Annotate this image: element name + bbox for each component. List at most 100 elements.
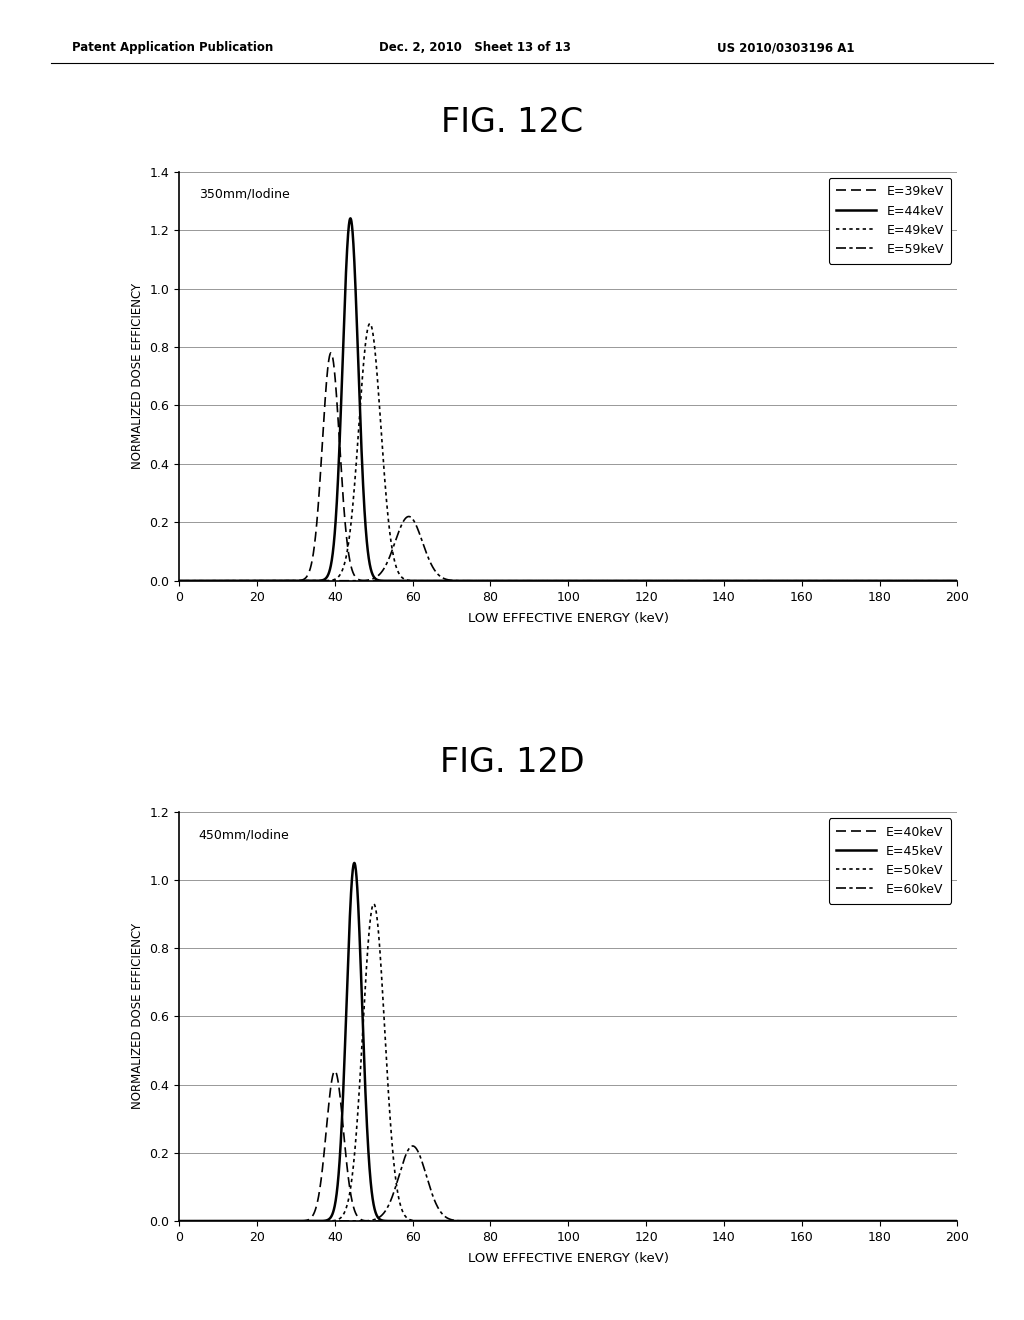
Line: E=50keV: E=50keV — [179, 904, 957, 1221]
E=59keV — [543, 573, 555, 589]
Y-axis label: NORMALIZED DOSE EFFICIENCY: NORMALIZED DOSE EFFICIENCY — [131, 282, 144, 470]
Line: E=40keV: E=40keV — [179, 1071, 957, 1221]
E=60keV — [500, 1213, 512, 1229]
E=44keV — [928, 573, 940, 589]
E=45keV — [889, 1213, 901, 1229]
Text: 450mm/Iodine: 450mm/Iodine — [199, 828, 290, 841]
E=39keV — [500, 573, 512, 589]
E=50keV — [788, 1213, 801, 1229]
E=44keV — [645, 573, 657, 589]
E=44keV — [344, 210, 356, 226]
E=60keV — [932, 1213, 944, 1229]
E=39keV — [951, 573, 964, 589]
E=49keV — [507, 573, 519, 589]
Line: E=49keV: E=49keV — [179, 323, 957, 581]
E=49keV — [951, 573, 964, 589]
E=44keV — [507, 573, 519, 589]
E=59keV — [738, 573, 751, 589]
E=40keV — [543, 1213, 555, 1229]
Line: E=45keV: E=45keV — [179, 863, 957, 1221]
Line: E=44keV: E=44keV — [179, 218, 957, 581]
Line: E=39keV: E=39keV — [179, 352, 957, 581]
E=39keV — [507, 573, 519, 589]
E=40keV — [500, 1213, 512, 1229]
E=39keV — [655, 573, 668, 589]
E=40keV — [329, 1063, 341, 1078]
E=40keV — [889, 1213, 901, 1229]
E=59keV — [500, 573, 512, 589]
E=45keV — [500, 1213, 512, 1229]
Text: 350mm/Iodine: 350mm/Iodine — [199, 187, 290, 201]
E=44keV — [738, 573, 751, 589]
E=60keV — [889, 1213, 901, 1229]
E=39keV — [889, 573, 901, 589]
E=49keV — [543, 573, 555, 589]
E=50keV — [889, 1213, 901, 1229]
Text: Dec. 2, 2010   Sheet 13 of 13: Dec. 2, 2010 Sheet 13 of 13 — [379, 41, 570, 54]
E=39keV — [325, 345, 337, 360]
E=39keV — [173, 573, 185, 589]
E=49keV — [889, 573, 901, 589]
E=50keV — [173, 1213, 185, 1229]
E=50keV — [951, 1213, 964, 1229]
E=60keV — [928, 1213, 940, 1229]
X-axis label: LOW EFFECTIVE ENERGY (keV): LOW EFFECTIVE ENERGY (keV) — [468, 612, 669, 624]
E=59keV — [951, 573, 964, 589]
E=44keV — [951, 573, 964, 589]
E=59keV — [928, 573, 940, 589]
E=40keV — [173, 1213, 185, 1229]
E=44keV — [889, 573, 901, 589]
E=44keV — [543, 573, 555, 589]
E=45keV — [928, 1213, 940, 1229]
E=59keV — [173, 573, 185, 589]
E=40keV — [507, 1213, 519, 1229]
E=49keV — [784, 573, 797, 589]
E=49keV — [364, 315, 376, 331]
E=59keV — [402, 508, 415, 524]
Text: FIG. 12D: FIG. 12D — [439, 746, 585, 779]
E=45keV — [507, 1213, 519, 1229]
Text: FIG. 12C: FIG. 12C — [441, 106, 583, 139]
E=39keV — [928, 573, 940, 589]
E=60keV — [507, 1213, 519, 1229]
Text: US 2010/0303196 A1: US 2010/0303196 A1 — [717, 41, 854, 54]
E=49keV — [173, 573, 185, 589]
E=45keV — [648, 1213, 660, 1229]
E=50keV — [928, 1213, 940, 1229]
E=45keV — [738, 1213, 751, 1229]
E=39keV — [543, 573, 555, 589]
Legend: E=40keV, E=45keV, E=50keV, E=60keV: E=40keV, E=45keV, E=50keV, E=60keV — [828, 818, 951, 904]
E=60keV — [173, 1213, 185, 1229]
E=59keV — [889, 573, 901, 589]
E=44keV — [173, 573, 185, 589]
E=60keV — [951, 1213, 964, 1229]
E=50keV — [368, 896, 380, 912]
E=60keV — [738, 1213, 751, 1229]
Line: E=59keV: E=59keV — [179, 516, 957, 581]
E=44keV — [500, 573, 512, 589]
E=49keV — [500, 573, 512, 589]
E=45keV — [951, 1213, 964, 1229]
E=50keV — [507, 1213, 519, 1229]
E=40keV — [928, 1213, 940, 1229]
Line: E=60keV: E=60keV — [179, 1146, 957, 1221]
E=59keV — [928, 573, 940, 589]
E=39keV — [738, 573, 751, 589]
E=50keV — [543, 1213, 555, 1229]
E=40keV — [738, 1213, 751, 1229]
Y-axis label: NORMALIZED DOSE EFFICIENCY: NORMALIZED DOSE EFFICIENCY — [131, 923, 144, 1110]
E=49keV — [928, 573, 940, 589]
E=49keV — [738, 573, 751, 589]
E=45keV — [173, 1213, 185, 1229]
Text: Patent Application Publication: Patent Application Publication — [72, 41, 273, 54]
E=45keV — [348, 855, 360, 871]
E=60keV — [543, 1213, 555, 1229]
E=40keV — [659, 1213, 672, 1229]
Legend: E=39keV, E=44keV, E=49keV, E=59keV: E=39keV, E=44keV, E=49keV, E=59keV — [828, 178, 951, 264]
E=45keV — [543, 1213, 555, 1229]
E=50keV — [738, 1213, 751, 1229]
E=60keV — [407, 1138, 419, 1154]
E=50keV — [500, 1213, 512, 1229]
X-axis label: LOW EFFECTIVE ENERGY (keV): LOW EFFECTIVE ENERGY (keV) — [468, 1253, 669, 1265]
E=40keV — [951, 1213, 964, 1229]
